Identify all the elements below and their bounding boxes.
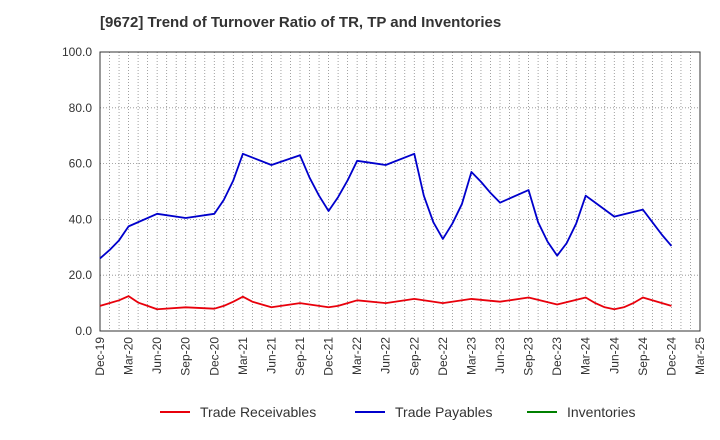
y-tick-label: 100.0 (62, 45, 92, 59)
chart-title: [9672] Trend of Turnover Ratio of TR, TP… (100, 14, 502, 31)
y-tick-label: 0.0 (75, 324, 92, 338)
chart-plot: 0.0 20.0 40.0 60.0 80.0 100.0 Dec-19 Mar-20 Jun-… (62, 45, 707, 376)
x-tick-label: Jun-24 (607, 337, 621, 374)
y-tick-label: 60.0 (69, 157, 93, 171)
legend-item-inventories: Inventories (527, 404, 635, 420)
x-tick-label: Jun-21 (264, 337, 278, 374)
x-tick-label: Sep-23 (522, 337, 536, 376)
x-tick-label: Jun-22 (379, 337, 393, 374)
legend-label-trade-receivables: Trade Receivables (200, 404, 317, 420)
x-tick-label: Mar-24 (579, 337, 593, 375)
y-tick-label: 80.0 (69, 101, 93, 115)
x-tick-label: Dec-20 (207, 337, 221, 376)
y-tick-label: 40.0 (69, 212, 93, 226)
legend-label-trade-payables: Trade Payables (395, 404, 493, 420)
x-tick-label: Dec-23 (550, 337, 564, 376)
x-tick-label: Mar-23 (464, 337, 478, 375)
legend: Trade Receivables Trade Payables Invento… (0, 404, 720, 426)
x-tick-label: Sep-21 (293, 337, 307, 376)
legend-item-trade-receivables: Trade Receivables (160, 404, 316, 420)
x-tick-label: Jun-23 (493, 337, 507, 374)
x-tick-label: Sep-24 (636, 337, 650, 376)
x-tick-label: Mar-21 (236, 337, 250, 375)
x-tick-label: Dec-19 (93, 337, 107, 376)
legend-item-trade-payables: Trade Payables (355, 404, 493, 420)
x-tick-label: Jun-20 (150, 337, 164, 374)
legend-swatch-inventories (527, 411, 557, 413)
x-tick-label: Dec-21 (322, 337, 336, 376)
legend-swatch-trade-payables (355, 411, 385, 413)
x-tick-label: Dec-22 (436, 337, 450, 376)
x-tick-label: Sep-20 (179, 337, 193, 376)
x-tick-label: Mar-22 (350, 337, 364, 375)
x-tick-label: Sep-22 (407, 337, 421, 376)
x-tick-label: Mar-20 (122, 337, 136, 375)
legend-label-inventories: Inventories (567, 404, 636, 420)
x-tick-label: Dec-24 (664, 337, 678, 376)
x-tick-label: Mar-25 (693, 337, 707, 375)
plot-frame (99, 51, 701, 332)
series-line-trade-payables (99, 152, 673, 260)
y-tick-label: 20.0 (69, 268, 93, 282)
series-line-trade-receivables (99, 295, 672, 311)
legend-swatch-trade-receivables (160, 411, 190, 413)
